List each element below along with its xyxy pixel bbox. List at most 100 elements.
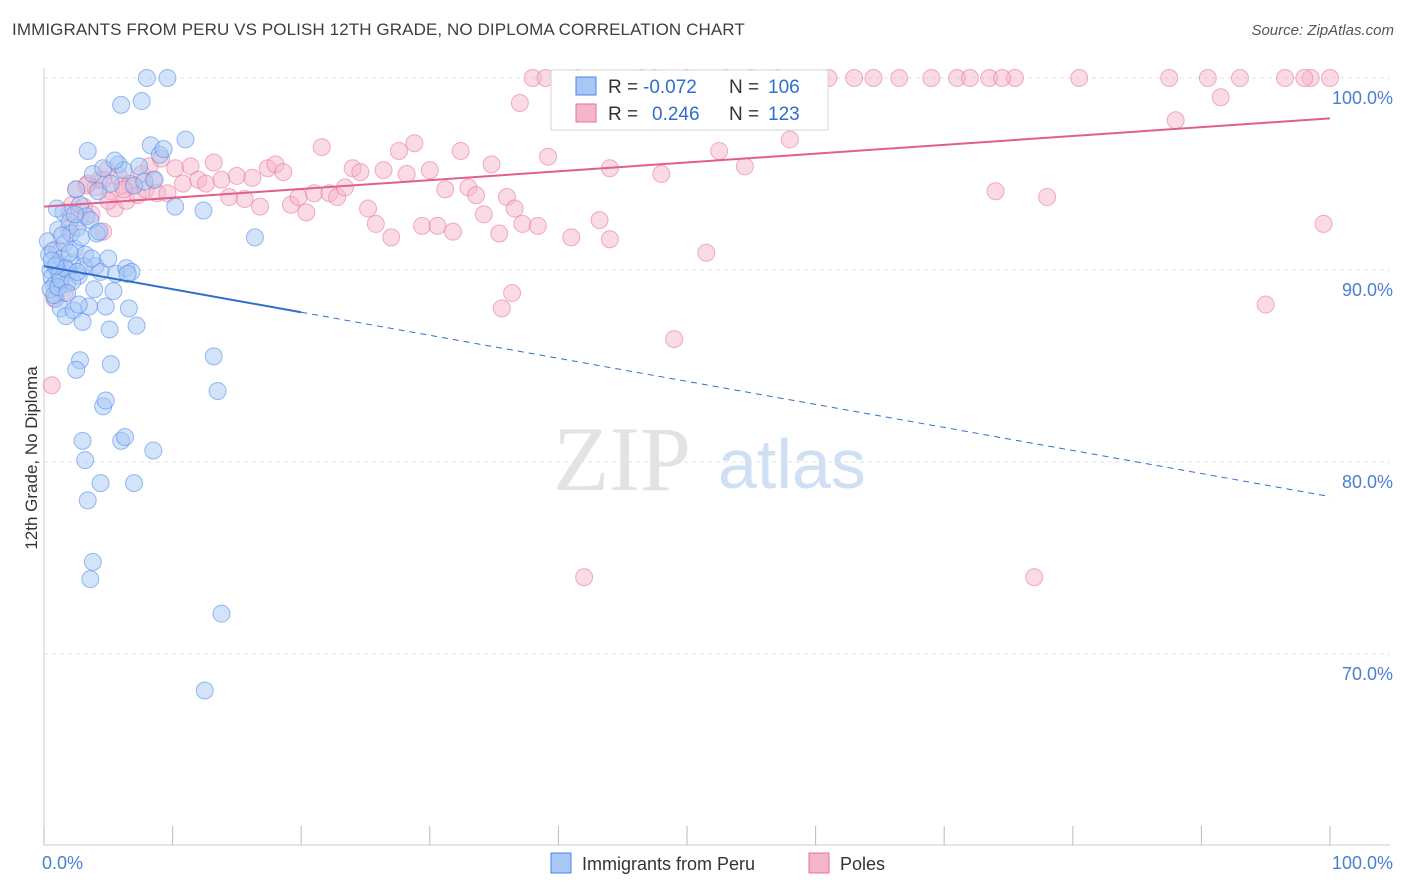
- peru-point: [96, 391, 115, 410]
- poles-point: [235, 189, 254, 208]
- poles-point: [197, 174, 216, 193]
- poles-trend-line: [43, 117, 1331, 208]
- watermark-atlas: atlas: [718, 425, 866, 503]
- series-legend: Immigrants from Peru Poles: [550, 852, 885, 874]
- peru-point: [208, 381, 227, 400]
- peru-point: [166, 197, 185, 216]
- trend-lines: [43, 117, 1331, 498]
- peru-point: [81, 570, 100, 589]
- poles-point: [443, 222, 462, 241]
- peru-point: [158, 69, 177, 87]
- legend-r-value-1: -0.072: [643, 77, 697, 98]
- peru-point: [145, 170, 164, 189]
- peru-point: [245, 228, 264, 247]
- poles-point: [1321, 69, 1339, 87]
- poles-point: [374, 161, 393, 180]
- poles-point: [1314, 214, 1333, 233]
- peru-point: [204, 347, 223, 366]
- legend-swatch-peru: [550, 852, 572, 874]
- legend-n-label-2: N =: [729, 104, 759, 125]
- peru-point: [53, 226, 72, 245]
- poles-point: [297, 203, 316, 222]
- peru-point: [65, 205, 84, 224]
- poles-point: [1160, 69, 1179, 87]
- poles-point: [212, 170, 231, 189]
- poles-point: [436, 180, 455, 199]
- poles-point: [986, 182, 1005, 201]
- poles-point: [389, 141, 408, 160]
- legend-n-label-1: N =: [729, 77, 759, 98]
- peru-point: [99, 249, 118, 268]
- poles-point: [510, 93, 529, 112]
- peru-point: [47, 199, 66, 218]
- chart-title: IMMIGRANTS FROM PERU VS POLISH 12TH GRAD…: [12, 20, 745, 39]
- peru-point: [116, 428, 135, 447]
- poles-point: [505, 199, 524, 218]
- poles-point: [993, 69, 1012, 87]
- axes: [43, 68, 1390, 846]
- poles-point: [166, 159, 185, 178]
- peru-point: [69, 295, 88, 314]
- legend-r-label-1: R =: [608, 77, 638, 98]
- peru-point: [137, 69, 156, 87]
- poles-point: [482, 155, 501, 174]
- poles-point: [312, 138, 331, 157]
- peru-point: [101, 174, 120, 193]
- legend-label-peru: Immigrants from Peru: [582, 854, 755, 874]
- peru-point: [176, 130, 195, 149]
- peru-trend-line: [43, 265, 302, 314]
- poles-point: [590, 211, 609, 230]
- peru-point: [212, 604, 231, 623]
- watermark-zip: ZIP: [553, 408, 691, 510]
- poles-point: [428, 216, 447, 235]
- peru-point: [154, 140, 173, 159]
- poles-point: [467, 186, 486, 205]
- poles-point: [1275, 69, 1294, 87]
- poles-point: [575, 568, 594, 587]
- poles-point: [474, 205, 493, 224]
- peru-point: [91, 474, 110, 493]
- data-points: [38, 69, 1339, 700]
- poles-point: [405, 134, 424, 153]
- poles-point: [1038, 188, 1057, 207]
- peru-point: [60, 243, 79, 262]
- poles-point: [922, 69, 941, 87]
- peru-point: [42, 251, 61, 270]
- poles-point: [1070, 69, 1089, 87]
- legend-n-value-2: 123: [768, 104, 800, 125]
- poles-point: [780, 130, 799, 149]
- poles-point: [451, 141, 470, 160]
- poles-point: [890, 69, 909, 87]
- poles-point: [181, 157, 200, 176]
- peru-point: [82, 249, 101, 268]
- poles-point: [220, 188, 239, 207]
- peru-point: [85, 280, 104, 299]
- poles-point: [274, 163, 293, 182]
- poles-point: [366, 214, 385, 233]
- poles-point: [845, 69, 864, 87]
- poles-point: [665, 330, 684, 349]
- y-tick-label: 80.0%: [1342, 472, 1393, 492]
- tick-labels: 100.0% 90.0% 80.0% 70.0% 0.0% 100.0%: [42, 88, 1393, 873]
- peru-point: [90, 222, 109, 241]
- poles-point: [1166, 111, 1185, 130]
- y-axis-title: 12th Grade, No Diploma: [22, 366, 41, 550]
- peru-trend-line-dashed: [301, 311, 1331, 498]
- poles-point: [382, 228, 401, 247]
- poles-point: [600, 230, 619, 249]
- legend-r-value-2: 0.246: [652, 104, 700, 125]
- peru-point: [83, 552, 102, 571]
- poles-point: [359, 199, 378, 218]
- poles-point: [289, 188, 308, 207]
- peru-point: [78, 141, 97, 160]
- poles-point: [562, 228, 581, 247]
- poles-point: [1256, 295, 1275, 314]
- peru-point: [195, 681, 214, 700]
- y-tick-label: 70.0%: [1342, 664, 1393, 684]
- legend-n-value-1: 106: [768, 77, 800, 98]
- peru-point: [101, 355, 120, 374]
- x-tick-label: 0.0%: [42, 853, 83, 873]
- poles-point: [1025, 568, 1044, 587]
- peru-point: [119, 299, 138, 318]
